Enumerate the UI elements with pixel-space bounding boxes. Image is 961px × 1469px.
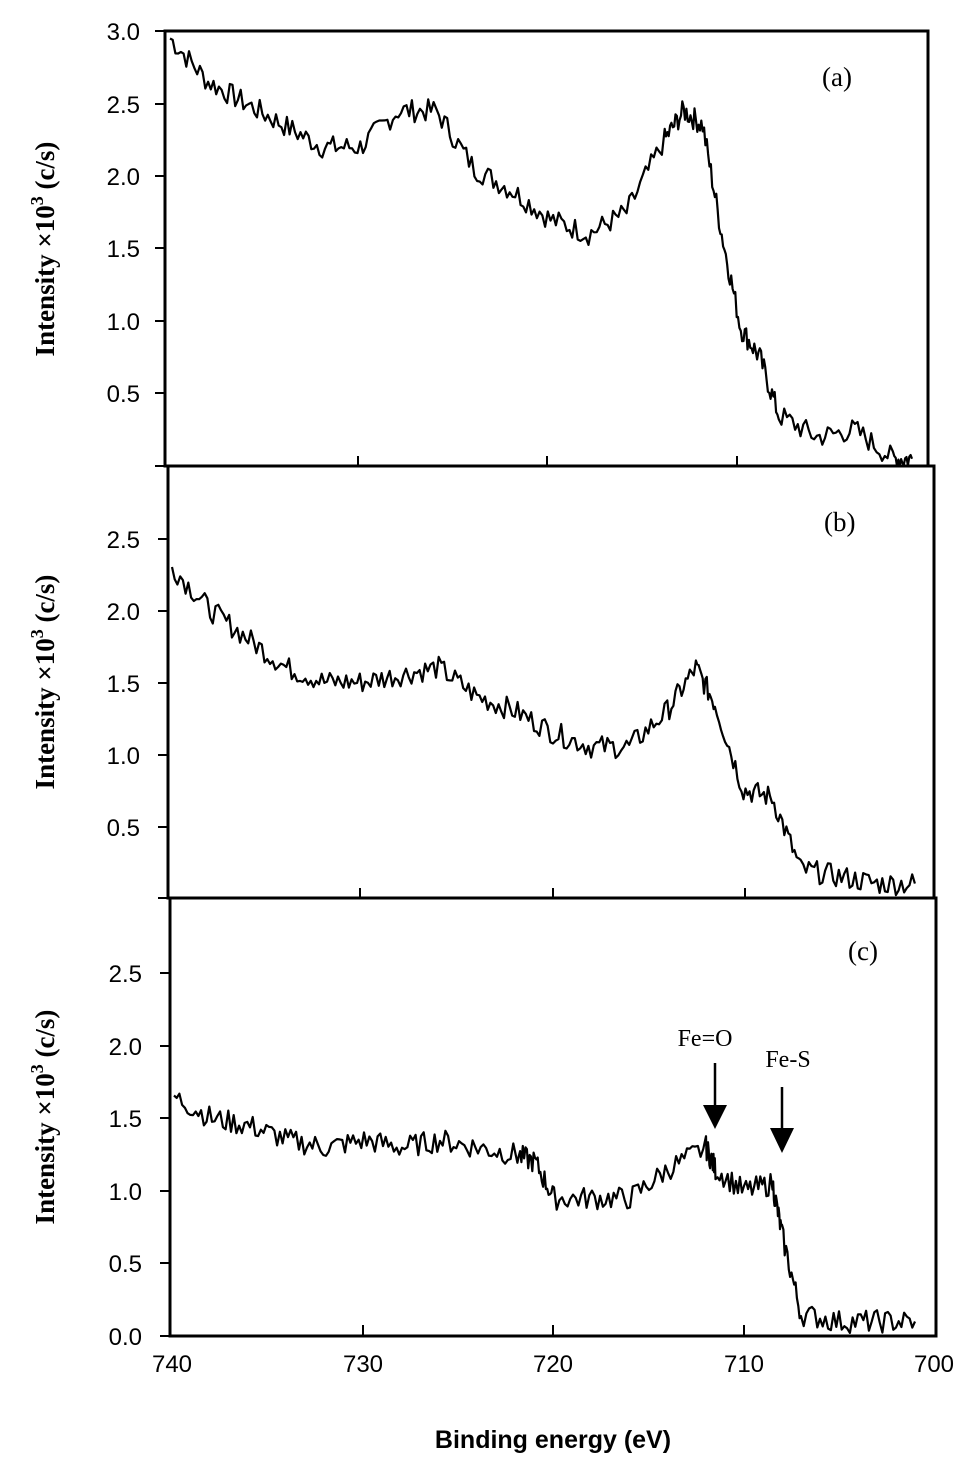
ytick-label: 2.5 bbox=[107, 527, 140, 554]
panel-c-yticks bbox=[160, 972, 170, 1337]
xtick-label: 700 bbox=[914, 1351, 954, 1378]
panel-a-ytick-labels: 3.0 2.5 2.0 1.5 1.0 0.5 bbox=[107, 19, 140, 408]
x-tick-labels: 740 730 720 710 700 bbox=[152, 1351, 954, 1378]
xtick-label: 710 bbox=[724, 1351, 764, 1378]
ytick-label: 1.0 bbox=[107, 309, 140, 336]
panel-b-frame bbox=[166, 464, 936, 900]
annotation-fe-o: Fe=O bbox=[678, 1026, 733, 1052]
xtick-label: 730 bbox=[343, 1351, 383, 1378]
y-axis-label-b: Intensity ×103 (c/s) bbox=[27, 575, 60, 790]
panel-a-frame bbox=[163, 29, 930, 468]
spectrum-b-line bbox=[170, 566, 916, 897]
panel-c-ytick-labels: 2.5 2.0 1.5 1.0 0.5 0.0 bbox=[109, 961, 142, 1351]
ytick-label: 1.5 bbox=[109, 1106, 142, 1133]
ytick-label: 0.5 bbox=[107, 815, 140, 842]
ytick-label: 1.0 bbox=[109, 1179, 142, 1206]
panel-c-frame bbox=[168, 896, 938, 1338]
ytick-label: 2.5 bbox=[107, 92, 140, 119]
panel-a-yticks bbox=[155, 30, 165, 467]
ytick-label: 2.0 bbox=[109, 1034, 142, 1061]
ytick-label: 0.0 bbox=[109, 1324, 142, 1351]
ytick-label: 2.0 bbox=[107, 599, 140, 626]
panel-b-ytick-labels: 2.5 2.0 1.5 1.0 0.5 bbox=[107, 527, 140, 842]
ytick-label: 1.5 bbox=[107, 671, 140, 698]
arrow-fe-s-icon bbox=[770, 1087, 794, 1153]
panel-b-yticks bbox=[158, 538, 168, 899]
panel-label-b: (b) bbox=[824, 507, 855, 537]
svg-text:Intensity ×103 (c/s): Intensity ×103 (c/s) bbox=[27, 142, 60, 357]
ytick-label: 1.5 bbox=[107, 236, 140, 263]
annotation-fe-s: Fe-S bbox=[765, 1047, 810, 1073]
y-axis-label-a: Intensity ×103 (c/s) bbox=[27, 142, 60, 357]
ytick-label: 2.5 bbox=[109, 961, 142, 988]
xtick-label: 720 bbox=[533, 1351, 573, 1378]
spectrum-c-line bbox=[173, 1092, 917, 1335]
panel-label-c: (c) bbox=[848, 936, 878, 966]
ytick-label: 1.0 bbox=[107, 743, 140, 770]
panel-a-xticks bbox=[357, 456, 738, 466]
panel-c-xticks bbox=[362, 1325, 745, 1336]
svg-text:Intensity ×103 (c/s): Intensity ×103 (c/s) bbox=[27, 1010, 60, 1225]
panel-label-a: (a) bbox=[822, 62, 852, 92]
spectrum-a-line bbox=[169, 37, 914, 468]
y-axis-label-c: Intensity ×103 (c/s) bbox=[27, 1010, 60, 1225]
ytick-label: 0.5 bbox=[109, 1251, 142, 1278]
xtick-label: 740 bbox=[152, 1351, 192, 1378]
arrow-fe-o-icon bbox=[703, 1063, 727, 1129]
ytick-label: 2.0 bbox=[107, 164, 140, 191]
ytick-label: 3.0 bbox=[107, 19, 140, 46]
ytick-label: 0.5 bbox=[107, 381, 140, 408]
svg-text:Intensity ×103 (c/s): Intensity ×103 (c/s) bbox=[27, 575, 60, 790]
x-axis-label: Binding energy (eV) bbox=[435, 1426, 671, 1454]
panel-b-xticks bbox=[359, 888, 746, 898]
